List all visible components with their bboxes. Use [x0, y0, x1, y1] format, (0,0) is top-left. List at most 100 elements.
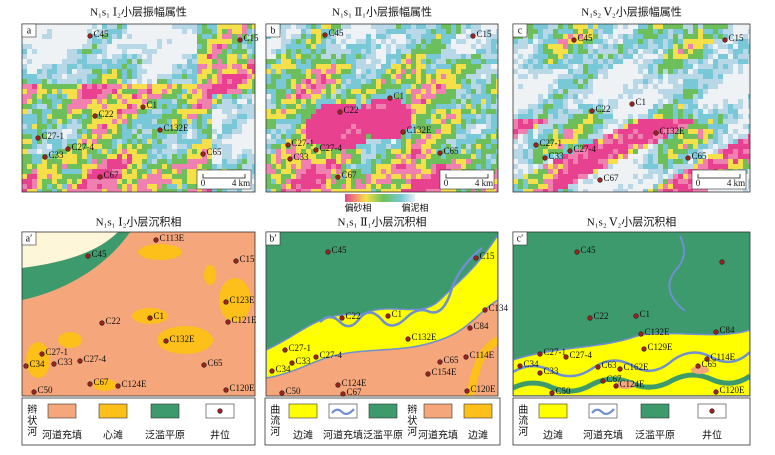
raster-cell: [391, 149, 396, 154]
raster-cell: [578, 34, 583, 39]
raster-cell: [351, 79, 356, 84]
raster-cell: [603, 39, 608, 44]
raster-cell: [568, 104, 573, 109]
raster-cell: [137, 69, 142, 74]
raster-cell: [102, 164, 107, 169]
raster-cell: [381, 114, 386, 119]
raster-cell: [533, 84, 538, 89]
raster-cell: [513, 184, 518, 189]
raster-cell: [426, 119, 431, 124]
raster-cell: [336, 54, 341, 59]
raster-cell: [441, 154, 446, 159]
raster-cell: [486, 64, 491, 69]
raster-cell: [643, 59, 648, 64]
raster-cell: [663, 179, 668, 184]
raster-cell: [142, 39, 147, 44]
raster-cell: [42, 94, 47, 99]
raster-cell: [192, 174, 197, 179]
raster-cell: [266, 64, 271, 69]
raster-cell: [122, 84, 127, 89]
raster-cell: [396, 129, 401, 134]
raster-cell: [486, 74, 491, 79]
raster-cell: [247, 154, 252, 159]
raster-cell: [162, 119, 167, 124]
raster-cell: [147, 124, 152, 129]
raster-cell: [738, 24, 743, 29]
raster-cell: [67, 114, 72, 119]
raster-cell: [296, 129, 301, 134]
raster-cell: [688, 54, 693, 59]
raster-cell: [588, 184, 593, 189]
raster-cell: [252, 129, 255, 134]
raster-cell: [187, 189, 192, 192]
raster-cell: [351, 44, 356, 49]
raster-cell: [242, 89, 247, 94]
raster-cell: [301, 169, 306, 174]
raster-cell: [296, 184, 301, 189]
raster-cell: [538, 124, 543, 129]
raster-cell: [461, 34, 466, 39]
raster-cell: [653, 149, 658, 154]
raster-cell: [421, 129, 426, 134]
raster-cell: [411, 169, 416, 174]
well-dot: [617, 366, 623, 372]
raster-cell: [476, 29, 481, 34]
raster-cell: [202, 144, 207, 149]
raster-cell: [172, 39, 177, 44]
raster-cell: [217, 114, 222, 119]
raster-cell: [638, 64, 643, 69]
raster-cell: [286, 29, 291, 34]
raster-cell: [593, 49, 598, 54]
raster-cell: [122, 139, 127, 144]
raster-cell: [122, 134, 127, 139]
raster-cell: [286, 44, 291, 49]
raster-cell: [563, 179, 568, 184]
raster-cell: [673, 164, 678, 169]
raster-cell: [252, 169, 255, 174]
raster-cell: [386, 64, 391, 69]
raster-cell: [187, 29, 192, 34]
raster-cell: [663, 189, 668, 192]
raster-cell: [648, 154, 653, 159]
raster-cell: [351, 144, 356, 149]
raster-cell: [162, 134, 167, 139]
raster-cell: [92, 79, 97, 84]
raster-cell: [416, 149, 421, 154]
raster-cell: [286, 39, 291, 44]
raster-cell: [628, 184, 633, 189]
well-label: C114E: [470, 350, 495, 360]
raster-cell: [167, 89, 172, 94]
raster-cell: [87, 104, 92, 109]
raster-cell: [386, 134, 391, 139]
raster-cell: [481, 139, 486, 144]
raster-cell: [346, 184, 351, 189]
raster-cell: [92, 54, 97, 59]
raster-cell: [688, 94, 693, 99]
raster-cell: [222, 74, 227, 79]
raster-cell: [92, 159, 97, 164]
raster-cell: [558, 54, 563, 59]
raster-cell: [212, 114, 217, 119]
raster-cell: [72, 154, 77, 159]
raster-cell: [491, 39, 496, 44]
raster-cell: [62, 144, 67, 149]
raster-cell: [523, 174, 528, 179]
raster-cell: [152, 99, 157, 104]
raster-cell: [212, 159, 217, 164]
raster-cell: [311, 69, 316, 74]
raster-cell: [608, 49, 613, 54]
raster-cell: [316, 134, 321, 139]
raster-cell: [127, 29, 132, 34]
raster-cell: [296, 79, 301, 84]
raster-cell: [227, 49, 232, 54]
raster-cell: [598, 79, 603, 84]
raster-cell: [723, 149, 728, 154]
raster-cell: [518, 154, 523, 159]
raster-cell: [598, 64, 603, 69]
raster-cell: [723, 154, 728, 159]
raster-cell: [27, 189, 32, 192]
raster-cell: [182, 154, 187, 159]
raster-cell: [441, 24, 446, 29]
raster-cell: [77, 69, 82, 74]
raster-cell: [157, 69, 162, 74]
